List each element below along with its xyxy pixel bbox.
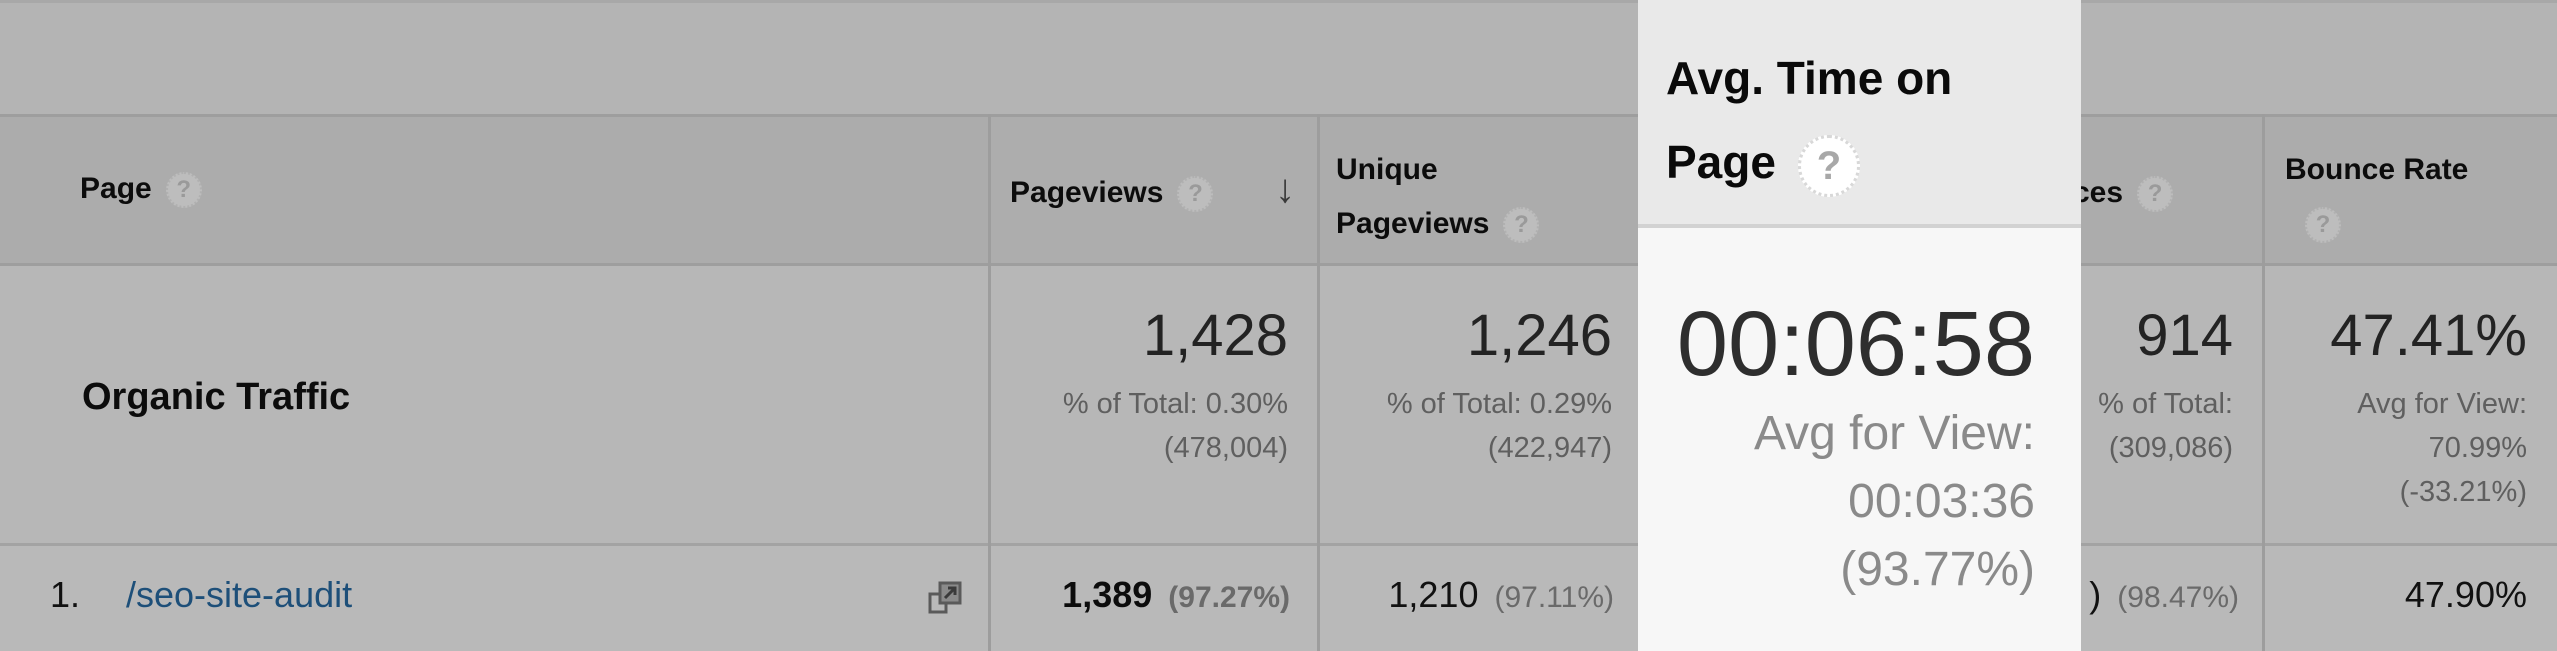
column-label-line2: Page	[1666, 136, 1776, 188]
column-header-unique-pageviews[interactable]: Unique Pageviews?	[1320, 114, 1640, 266]
summary-value: 1,246	[1466, 303, 1612, 368]
summary-avg-label: Avg for View:	[2357, 388, 2527, 420]
column-header-avg-time-on-page[interactable]: Avg. Time on Page?	[1638, 0, 2081, 228]
summary-avg-delta: (93.77%)	[1840, 543, 2035, 596]
cell-percent: (98.47%)	[2117, 581, 2239, 614]
summary-cell-segment: Organic Traffic	[0, 266, 990, 546]
sort-descending-icon[interactable]: ↓	[1275, 167, 1295, 211]
help-icon[interactable]: ?	[2305, 207, 2341, 244]
segment-name: Organic Traffic	[82, 376, 351, 418]
summary-cell-unique-pageviews: 1,246 % of Total: 0.29% (422,947)	[1320, 266, 1640, 546]
help-icon[interactable]: ?	[1503, 207, 1540, 244]
table-row: 1. /seo-site-audit	[0, 546, 990, 651]
row-index: 1.	[50, 574, 81, 615]
cell-value: 1,389	[1062, 574, 1153, 615]
cell-percent: (97.27%)	[1168, 581, 1290, 614]
column-label: Pageviews	[1010, 176, 1164, 209]
column-header-entrances[interactable]: ces?	[2073, 114, 2265, 266]
summary-value: 1,428	[1142, 303, 1288, 368]
report-table: Page? Pageviews? ↓ Unique Pageviews? ces…	[0, 114, 2557, 651]
table-cell-unique-pageviews: 1,210 (97.11%)	[1320, 546, 1640, 651]
summary-avg-value: 00:03:36	[1848, 475, 2035, 528]
column-divider	[988, 114, 991, 651]
cell-value: )	[2089, 574, 2102, 615]
summary-percent-of-total: % of Total: 0.30%	[1062, 388, 1288, 420]
summary-avg-value: 70.99%	[2428, 432, 2527, 464]
column-label: Page	[80, 172, 152, 205]
summary-value: 00:06:58	[1676, 293, 2035, 395]
help-icon[interactable]: ?	[1177, 176, 1214, 213]
help-icon[interactable]: ?	[2137, 176, 2174, 213]
cell-percent: (97.11%)	[1494, 581, 1614, 614]
column-label: Bounce Rate	[2285, 153, 2469, 186]
cell-value: 1,210	[1388, 574, 1479, 615]
column-label-line1: Avg. Time on	[1666, 52, 1953, 104]
table-cell-entrances: ) (98.47%)	[2081, 546, 2265, 651]
table-cell-pageviews: 1,389 (97.27%)	[990, 546, 1320, 651]
help-icon[interactable]: ?	[1797, 134, 1860, 197]
summary-value: 914	[2136, 303, 2233, 368]
summary-total: (422,947)	[1487, 432, 1612, 464]
table-cell-bounce-rate: 47.90%	[2265, 546, 2557, 651]
highlighted-column-avg-time-on-page: Avg. Time on Page? 00:06:58 Avg for View…	[1638, 0, 2081, 651]
summary-avg-delta: (-33.21%)	[2399, 476, 2527, 508]
column-divider	[2262, 114, 2265, 651]
summary-percent-of-total: % of Total:	[2098, 388, 2233, 420]
help-icon[interactable]: ?	[165, 172, 202, 209]
column-header-pageviews[interactable]: Pageviews? ↓	[990, 114, 1320, 266]
summary-avg-label: Avg for View:	[1753, 407, 2035, 460]
column-divider	[1317, 114, 1320, 651]
summary-percent-of-total: % of Total: 0.29%	[1386, 388, 1612, 420]
summary-cell-pageviews: 1,428 % of Total: 0.30% (478,004)	[990, 266, 1320, 546]
column-header-bounce-rate[interactable]: Bounce Rate ?	[2265, 114, 2557, 266]
page-link[interactable]: /seo-site-audit	[126, 574, 353, 615]
report-toolbar-area	[0, 0, 2557, 114]
summary-value: 47.41%	[2330, 303, 2527, 368]
summary-total: (309,086)	[2108, 432, 2233, 464]
column-label: ces	[2073, 176, 2124, 209]
cell-value: 47.90%	[2404, 574, 2527, 615]
summary-total: (478,004)	[1163, 432, 1288, 464]
open-in-new-window-icon[interactable]	[928, 580, 964, 616]
column-label-line2: Pageviews	[1336, 207, 1490, 240]
column-header-page[interactable]: Page?	[0, 114, 990, 266]
summary-cell-bounce-rate: 47.41% Avg for View: 70.99% (-33.21%)	[2265, 266, 2557, 546]
summary-cell-entrances: 914 % of Total: (309,086)	[2081, 266, 2265, 546]
column-label-line1: Unique	[1336, 153, 1438, 186]
